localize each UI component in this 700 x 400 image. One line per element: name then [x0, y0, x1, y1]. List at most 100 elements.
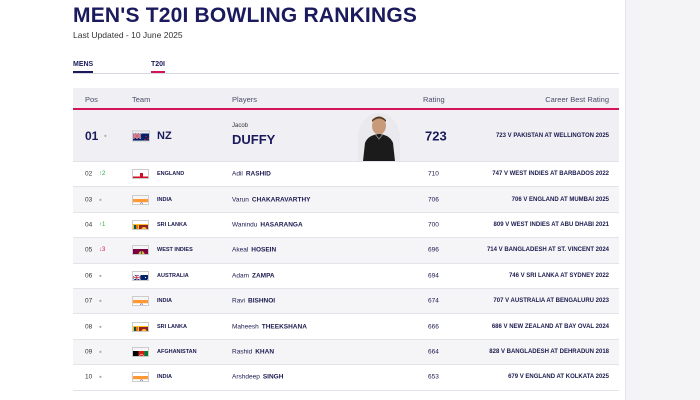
- table-row[interactable]: 02 ↑2 ENGLAND Adil RASHID 710 747 V WEST INDIE…: [73, 162, 619, 188]
- rating-value: 723: [425, 128, 447, 143]
- career-best-rating: 828 V BANGLADESH AT DEHRADUN 2018: [489, 348, 609, 355]
- table-header: Pos Team Players Rating Career Best Rati…: [73, 88, 619, 110]
- india-flag-icon: [132, 372, 149, 383]
- table-row[interactable]: 09 • AFGHANISTAN Rashid KHAN 664 828 V BANGLAD…: [73, 339, 619, 366]
- rating-value: 706: [428, 196, 439, 204]
- player-last-name: RASHID: [245, 170, 271, 178]
- career-best-rating: 686 V NEW ZEALAND AT BAY OVAL 2024: [491, 323, 609, 330]
- position: 04: [85, 221, 93, 229]
- header-career-best: Career Best Rating: [545, 95, 609, 104]
- afghanistan-flag-icon: [132, 346, 149, 357]
- position: 08: [85, 323, 93, 331]
- player-name[interactable]: Adil RASHID: [232, 171, 271, 178]
- movement-up-icon: ↑1: [99, 221, 106, 228]
- position: 10: [85, 373, 93, 381]
- nz-flag-icon: [132, 130, 150, 141]
- west-indies-flag-icon: [132, 245, 149, 256]
- team-name: ENGLAND: [157, 171, 185, 178]
- team-name: WEST INDIES: [157, 247, 193, 254]
- career-best-rating: 706 V ENGLAND AT MUMBAI 2025: [511, 196, 609, 203]
- header-players: Players: [232, 95, 258, 104]
- movement-none-icon: •: [99, 195, 102, 205]
- player-name[interactable]: Rashid KHAN: [232, 348, 274, 355]
- team-name: NZ: [157, 129, 172, 142]
- position: 02: [85, 170, 93, 178]
- england-flag-icon: [132, 169, 149, 180]
- rankings-table: Pos Team Players Rating Career Best Rati…: [73, 88, 619, 391]
- sri-lanka-flag-icon: [132, 321, 149, 332]
- format-tabs: MENS T20I: [73, 61, 619, 74]
- player-headshot: [358, 113, 400, 161]
- position: 01: [85, 128, 99, 143]
- rating-value: 710: [428, 170, 439, 178]
- player-name[interactable]: Varun CHAKARAVARTHY: [232, 196, 311, 203]
- sri-lanka-flag-icon: [132, 219, 149, 230]
- player-last-name: BISHNOI: [248, 297, 276, 305]
- rating-value: 696: [428, 246, 439, 254]
- career-best-rating: 747 V WEST INDIES AT BARBADOS 2022: [492, 171, 609, 178]
- career-best-rating: 714 V BANGLADESH AT ST. VINCENT 2024: [486, 247, 609, 254]
- last-updated-text: Last Updated - 10 June 2025: [73, 30, 183, 40]
- page-title: MEN'S T20I BOWLING RANKINGS: [73, 4, 418, 27]
- movement-up-icon: ↑2: [99, 171, 106, 178]
- player-first-name: Adam: [232, 272, 249, 280]
- career-best-rating: 809 V WEST INDIES AT ABU DHABI 2021: [493, 221, 609, 228]
- player-last-name: KHAN: [255, 348, 275, 356]
- player-last-name: CHAKARAVARTHY: [251, 196, 311, 204]
- player-name[interactable]: Wanindu HASARANGA: [232, 221, 303, 228]
- rating-value: 664: [428, 348, 439, 356]
- movement-down-icon: ↓3: [99, 247, 106, 254]
- table-row[interactable]: 10 • INDIA Arshdeep SINGH 653 679 V ENGLAND AT…: [73, 365, 619, 391]
- rating-value: 700: [428, 221, 439, 229]
- player-last-name: HASARANGA: [260, 221, 303, 229]
- tab-mens[interactable]: MENS: [73, 61, 94, 73]
- movement-none-icon: •: [99, 322, 102, 332]
- movement-none-icon: •: [99, 372, 102, 382]
- table-row[interactable]: 07 • INDIA Ravi BISHNOI 674 707 V AUSTRALIA AT…: [73, 288, 619, 315]
- player-first-name: Adil: [232, 170, 243, 178]
- player-last-name: HOSEIN: [251, 246, 277, 254]
- india-flag-icon: [132, 194, 149, 205]
- table-row[interactable]: 05 ↓3 WEST INDIES Akeal HOSEIN 696 714 V BANGL…: [73, 238, 619, 264]
- team-name: INDIA: [157, 374, 172, 381]
- position: 06: [85, 272, 93, 280]
- position: 03: [85, 196, 93, 204]
- player-last-name: SINGH: [262, 373, 284, 381]
- rating-value: 666: [428, 323, 439, 331]
- rating-value: 674: [428, 297, 439, 305]
- header-pos: Pos: [85, 95, 98, 104]
- team-name: INDIA: [157, 298, 172, 305]
- player-name[interactable]: Akeal HOSEIN: [232, 247, 276, 254]
- team-name: AUSTRALIA: [157, 272, 189, 279]
- movement-none-icon: •: [99, 271, 102, 281]
- player-first-name: Varun: [232, 196, 249, 204]
- position: 09: [85, 348, 93, 356]
- player-first-name: Jacob: [232, 123, 249, 129]
- career-best-rating: 707 V AUSTRALIA AT BENGALURU 2023: [493, 298, 609, 305]
- movement-none-icon: •: [99, 347, 102, 357]
- page-right-margin: [625, 0, 700, 400]
- header-team: Team: [132, 95, 151, 104]
- table-row-top[interactable]: 01 • NZ Jacob DUFFY: [73, 110, 619, 162]
- table-row[interactable]: 06 • AUSTRALIA Adam ZAMPA 694 746 V SRI LANKA …: [73, 263, 619, 289]
- player-name[interactable]: Maheesh THEEKSHANA: [232, 323, 307, 330]
- table-row[interactable]: 03 • INDIA Varun CHAKARAVARTHY 706 706 V ENGLA…: [73, 187, 619, 213]
- table-row[interactable]: 08 • SRI LANKA Maheesh THEEKSHANA 666 686 V NE…: [73, 314, 619, 340]
- player-name[interactable]: Arshdeep SINGH: [232, 374, 283, 381]
- rating-value: 653: [428, 373, 439, 381]
- rating-value: 694: [428, 272, 439, 280]
- player-first-name: Ravi: [232, 297, 246, 305]
- player-last-name[interactable]: DUFFY: [232, 132, 276, 147]
- team-name: SRI LANKA: [157, 221, 187, 228]
- movement-none-icon: •: [104, 131, 107, 140]
- player-name[interactable]: Ravi BISHNOI: [232, 298, 275, 305]
- table-row[interactable]: 04 ↑1 SRI LANKA Wanindu HASARANGA 700 809 V WE…: [73, 212, 619, 239]
- page-left-margin: [0, 0, 65, 400]
- career-best-rating: 679 V ENGLAND AT KOLKATA 2025: [508, 374, 609, 381]
- team-name: SRI LANKA: [157, 323, 187, 330]
- tab-t20i[interactable]: T20I: [151, 61, 166, 73]
- movement-none-icon: •: [99, 296, 102, 306]
- player-name[interactable]: Adam ZAMPA: [232, 272, 275, 279]
- player-last-name: ZAMPA: [251, 272, 275, 280]
- india-flag-icon: [132, 296, 149, 307]
